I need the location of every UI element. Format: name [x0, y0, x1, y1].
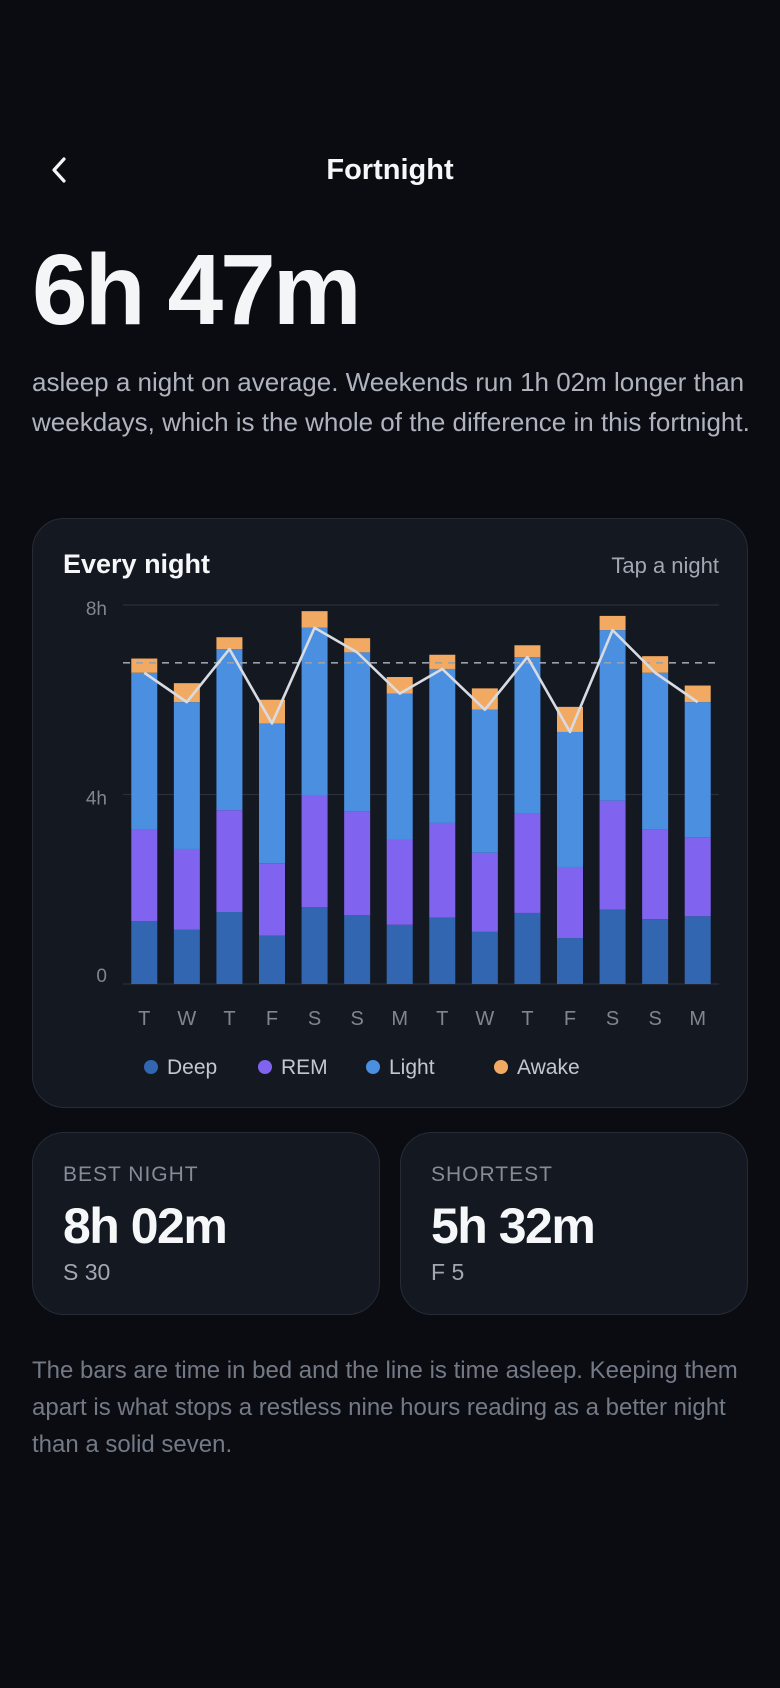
bar-segment-rem: [344, 811, 371, 916]
best-night-value: 8h 02m: [63, 1198, 228, 1254]
bar-segment-light: [684, 702, 711, 838]
bar-segment-light: [173, 702, 200, 849]
bar-segment-light: [216, 649, 243, 811]
x-tick-label: W: [177, 1008, 196, 1030]
bar-segment-deep: [173, 929, 200, 984]
chart-footnote: The bars are time in bed and the line is…: [32, 1357, 738, 1458]
asleep-line: [143, 626, 699, 734]
bar-segment-awake: [301, 611, 328, 628]
bar-segment-deep: [301, 907, 328, 984]
page-title: Fortnight: [326, 154, 454, 186]
stacked-sleep-chart: 8h 4h 0 T W T F S S M T W T F S S M Deep REM Light Awake: [86, 599, 719, 1079]
bar-segment-rem: [429, 822, 456, 918]
bar-segment-light: [599, 630, 626, 801]
bar-segment-deep: [642, 919, 669, 984]
shortest-night-card[interactable]: SHORTEST 5h 32m F 5: [400, 1132, 748, 1315]
x-tick-label: T: [521, 1008, 533, 1030]
legend-label-light: Light: [389, 1056, 435, 1079]
bar-segment-deep: [216, 911, 243, 984]
bar-segment-rem: [386, 839, 413, 925]
bar-segment-deep: [131, 920, 158, 984]
average-sleep-value: 6h 47m: [32, 234, 362, 346]
bar-segment-rem: [599, 800, 626, 910]
x-tick-label: S: [606, 1008, 619, 1030]
x-tick-label: M: [391, 1008, 408, 1030]
bar-segment-deep: [471, 931, 498, 984]
x-tick-label: T: [138, 1008, 150, 1030]
bar-segment-awake: [514, 645, 541, 658]
y-tick-label: 8h: [86, 599, 107, 620]
bar-segment-deep: [429, 917, 456, 984]
x-tick-label: F: [266, 1008, 278, 1030]
nightly-chart-card: Every night Tap a night 8h 4h 0 T W T F S S M T W T F…: [32, 518, 748, 1108]
bar-segment-awake: [642, 656, 669, 673]
bar-segment-deep: [514, 912, 541, 984]
legend-dot-awake: [494, 1060, 508, 1074]
x-tick-label: W: [475, 1008, 494, 1030]
bar-segment-rem: [642, 829, 669, 920]
bar-segment-deep: [599, 909, 626, 984]
bar-segment-light: [642, 672, 669, 830]
legend-dot-deep: [144, 1060, 158, 1074]
bar-segment-rem: [216, 810, 243, 912]
x-tick-label: S: [308, 1008, 321, 1030]
average-sleep-summary: asleep a night on average. Weekends run …: [32, 367, 750, 437]
shortest-night-value: 5h 32m: [431, 1198, 596, 1254]
bar-segment-light: [344, 652, 371, 812]
bar-segment-rem: [259, 863, 285, 936]
chart-title: Every night: [63, 549, 211, 579]
x-tick-label: S: [648, 1008, 661, 1030]
bar-segment-light: [471, 709, 498, 853]
legend-dot-light: [366, 1060, 380, 1074]
bar-segment-rem: [684, 837, 711, 917]
legend-label-awake: Awake: [517, 1056, 580, 1079]
bar-segment-light: [429, 668, 456, 823]
best-night-card[interactable]: BEST NIGHT 8h 02m S 30: [32, 1132, 380, 1315]
bar-segment-deep: [386, 924, 413, 984]
bar-segment-deep: [344, 915, 371, 984]
tap-night-hint[interactable]: Tap a night: [611, 553, 719, 578]
bar-segment-awake: [344, 638, 371, 653]
bar-segment-light: [514, 657, 541, 814]
bar-segment-rem: [557, 866, 583, 939]
best-night-date: S 30: [63, 1259, 111, 1285]
bar-segment-awake: [684, 685, 711, 703]
shortest-night-date: F 5: [431, 1259, 465, 1285]
chevron-left-icon: [52, 157, 66, 183]
bar-segment-awake: [131, 658, 158, 673]
legend-dot-rem: [258, 1060, 272, 1074]
bar-segment-deep: [259, 935, 285, 984]
shortest-night-label: SHORTEST: [431, 1163, 553, 1186]
bar-segment-deep: [684, 916, 711, 984]
bar-segment-light: [259, 723, 285, 864]
bar-segment-rem: [301, 795, 328, 908]
x-tick-label: M: [689, 1008, 706, 1030]
x-tick-label: T: [223, 1008, 235, 1030]
bar-segment-rem: [514, 813, 541, 913]
bar-segment-rem: [131, 829, 158, 921]
legend-label-rem: REM: [281, 1056, 328, 1079]
bar-segment-light: [557, 731, 583, 867]
bar-segment-awake: [429, 654, 456, 669]
bar-segment-light: [386, 693, 413, 840]
bar-segment-awake: [599, 615, 626, 631]
best-night-label: BEST NIGHT: [63, 1163, 199, 1186]
y-tick-label: 0: [96, 966, 107, 987]
bar-segment-light: [131, 672, 158, 830]
y-tick-label: 4h: [86, 789, 107, 810]
x-tick-label: T: [436, 1008, 448, 1030]
header: Fortnight: [0, 140, 780, 200]
bar-segment-deep: [557, 938, 583, 984]
bar-segment-light: [301, 627, 328, 796]
bar-segment-awake: [216, 637, 243, 650]
back-button[interactable]: [36, 146, 84, 194]
legend-label-deep: Deep: [167, 1056, 217, 1079]
bar-segment-rem: [173, 848, 200, 930]
bar-segment-rem: [471, 852, 498, 932]
x-tick-label: S: [350, 1008, 363, 1030]
x-tick-label: F: [564, 1008, 576, 1030]
